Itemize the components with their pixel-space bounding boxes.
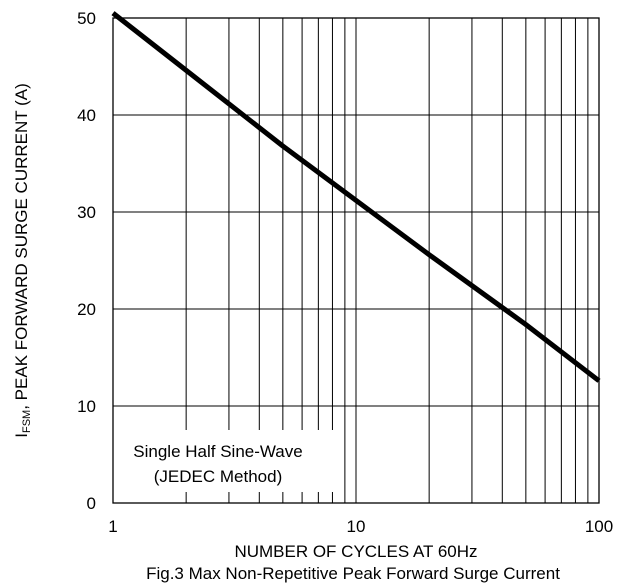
y-tick-label: 10 [77,397,96,416]
y-tick-label: 0 [87,494,96,513]
x-tick-labels: 1 10 100 [108,517,613,536]
y-tick-label: 50 [77,9,96,28]
y-tick-labels: 0 10 20 30 40 50 [77,9,96,513]
series-layer [111,11,601,383]
y-tick-label: 20 [77,300,96,319]
grid [113,18,599,503]
series-line [111,11,601,383]
y-tick-label: 40 [77,106,96,125]
annotation-box [115,430,339,492]
x-axis-title: NUMBER OF CYCLES AT 60Hz [234,542,477,561]
x-tick-label: 1 [108,517,117,536]
plot-frame [112,17,600,504]
annotation-line-1: Single Half Sine-Wave [133,442,302,461]
chart-title: Fig.3 Max Non-Repetitive Peak Forward Su… [146,564,560,583]
x-tick-label: 100 [585,517,613,536]
annotation-line-2: (JEDEC Method) [154,467,282,486]
y-axis-title: IFSM, PEAK FORWARD SURGE CURRENT (A) [12,83,33,437]
x-tick-label: 10 [347,517,366,536]
y-tick-label: 30 [77,203,96,222]
